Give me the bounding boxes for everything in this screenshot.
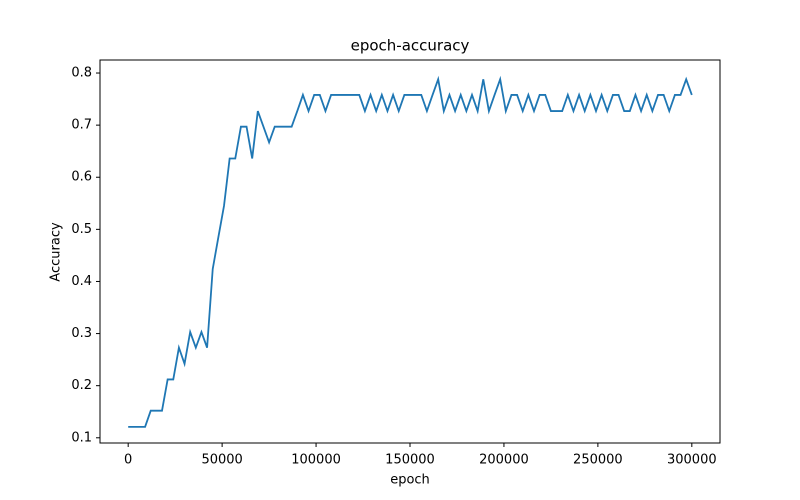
plot-frame bbox=[99, 59, 721, 444]
y-tick-label: 0.6 bbox=[71, 170, 92, 185]
y-tick-label: 0.1 bbox=[71, 430, 92, 445]
y-tick-label: 0.2 bbox=[71, 378, 92, 393]
x-tick-label: 150000 bbox=[385, 453, 435, 468]
x-tick-label: 250000 bbox=[573, 453, 623, 468]
y-tick-label: 0.3 bbox=[71, 326, 92, 341]
x-tick-label: 200000 bbox=[479, 453, 529, 468]
x-axis-label: epoch bbox=[390, 473, 430, 488]
y-tick-label: 0.8 bbox=[71, 66, 92, 81]
x-tick-label: 50000 bbox=[201, 453, 242, 468]
y-axis-label: Accuracy bbox=[49, 222, 64, 282]
y-tick-label: 0.5 bbox=[71, 222, 92, 237]
y-tick-label: 0.4 bbox=[71, 274, 92, 289]
y-tick-label: 0.7 bbox=[71, 118, 92, 133]
x-tick-label: 100000 bbox=[291, 453, 341, 468]
x-tick-label: 0 bbox=[124, 453, 132, 468]
line-series bbox=[128, 75, 693, 428]
chart-title: epoch-accuracy bbox=[351, 37, 470, 55]
x-tick-label: 300000 bbox=[667, 453, 717, 468]
